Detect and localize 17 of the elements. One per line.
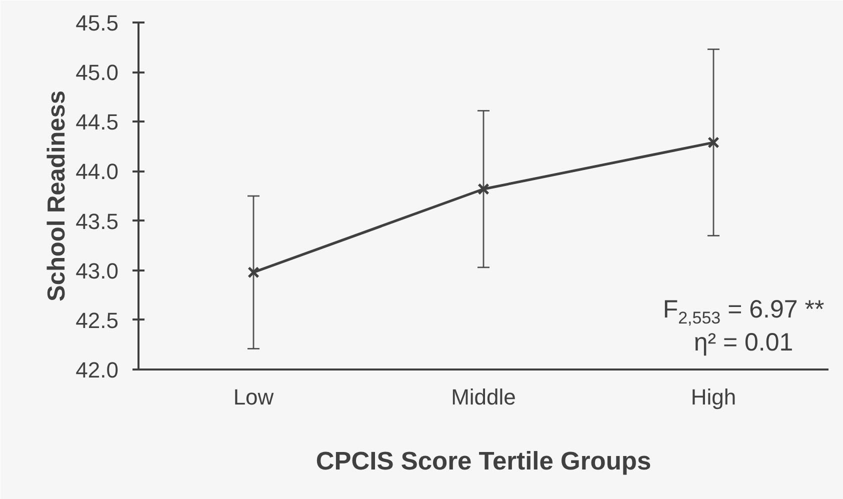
x-axis-title: CPCIS Score Tertile Groups (316, 448, 652, 476)
x-tick-label: Low (233, 384, 274, 410)
y-axis-title: School Readiness (44, 90, 71, 302)
y-tick-label: 45.0 (76, 60, 119, 86)
y-tick-label: 42.5 (76, 308, 119, 333)
x-tick-label: Middle (451, 384, 516, 410)
y-tick-label: 43.0 (76, 258, 119, 284)
y-tick-label: 43.5 (76, 208, 119, 234)
y-tick-label: 44.0 (76, 159, 119, 184)
annotation: η² = 0.01 (694, 328, 794, 356)
y-tick-label: 42.0 (76, 358, 119, 382)
point (708, 136, 720, 148)
point (248, 266, 260, 278)
x-tick-label: High (690, 384, 736, 410)
y-tick-label: 44.5 (76, 110, 119, 135)
point (478, 183, 490, 195)
y-tick-label: 45.5 (76, 10, 119, 36)
